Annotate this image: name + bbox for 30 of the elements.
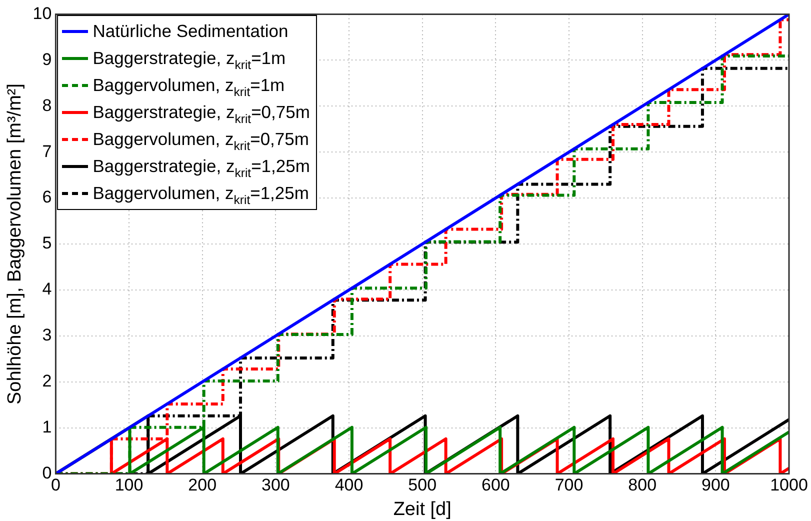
y-tick-label: 0	[42, 463, 52, 482]
y-tick-label: 7	[42, 142, 52, 161]
legend-label: Baggerstrategie, z$_{krit}$=0,75m	[92, 102, 310, 126]
y-axis-title: Sohlhöhe [m], Baggervolumen [m³/m²]	[4, 83, 26, 405]
x-tick-label: 800	[628, 476, 657, 495]
x-tick-label: 500	[408, 476, 437, 495]
x-tick-label: 900	[701, 476, 730, 495]
x-tick-label: 200	[188, 476, 217, 495]
x-tick-label: 1000	[770, 476, 808, 495]
y-tick-label: 1	[42, 418, 52, 437]
y-tick-label: 9	[42, 50, 52, 69]
legend-label: Baggerstrategie, z$_{krit}$=1,25m	[92, 156, 310, 180]
y-tick-label: 8	[42, 96, 52, 115]
legend-label: Baggervolumen, z$_{krit}$=1,25m	[92, 183, 309, 208]
y-tick-label: 3	[42, 326, 52, 345]
x-tick-label: 600	[481, 476, 510, 495]
legend-label: Natürliche Sedimentation	[92, 21, 288, 42]
legend-label: Baggervolumen, z$_{krit}$=1m	[92, 75, 285, 100]
x-tick-label: 100	[114, 476, 144, 495]
y-tick-label: 6	[42, 188, 52, 207]
y-tick-label: 10	[32, 4, 52, 23]
x-tick-label: 400	[334, 476, 364, 495]
x-tick-label: 700	[554, 476, 584, 495]
y-tick-label: 4	[42, 280, 52, 299]
x-axis-title: Zeit [d]	[393, 498, 452, 520]
y-tick-label: 2	[42, 372, 52, 391]
legend-label: Baggerstrategie, z$_{krit}$=1m	[92, 48, 286, 72]
legend-label: Baggervolumen, z$_{krit}$=0,75m	[92, 129, 309, 154]
y-tick-label: 5	[42, 234, 52, 253]
x-tick-label: 300	[262, 476, 290, 495]
